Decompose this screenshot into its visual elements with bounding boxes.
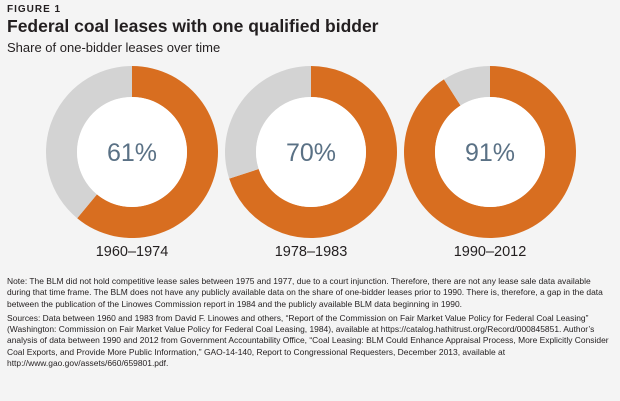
period-label: 1960–1974 <box>95 244 169 260</box>
center-percent-label: 70% <box>286 139 336 167</box>
slice-one-bidder <box>77 66 219 238</box>
donut-charts: 61% 1960–1974 70% 1978–1983 91% 1990–201… <box>0 60 620 270</box>
note-text: Note: The BLM did not hold competitive l… <box>7 276 603 309</box>
period-label: 1990–2012 <box>453 244 527 260</box>
slice-one-bidder <box>229 66 397 238</box>
figure-label: FIGURE 1 <box>7 4 62 15</box>
center-percent-label: 61% <box>107 139 157 167</box>
period-label: 1978–1983 <box>274 244 348 260</box>
donut-chart-1978-1983: 70% 1978–1983 <box>211 60 411 270</box>
chart-subtitle: Share of one-bidder leases over time <box>7 40 221 55</box>
sources-text: Sources: Data between 1960 and 1983 from… <box>7 312 609 369</box>
donut-chart-1990-2012: 91% 1990–2012 <box>390 60 590 270</box>
donut-hole <box>435 97 545 207</box>
slice-one-bidder <box>404 66 576 238</box>
donut-hole <box>256 97 366 207</box>
donut-chart-1960-1974: 61% 1960–1974 <box>32 60 232 270</box>
center-percent-label: 91% <box>465 139 515 167</box>
slice-other <box>443 66 490 106</box>
slice-other <box>225 66 311 179</box>
donut-hole <box>77 97 187 207</box>
chart-notes: Note: The BLM did not hold competitive l… <box>7 276 613 372</box>
donut-svg: 91% <box>404 66 576 238</box>
slice-other <box>46 66 132 219</box>
donut-svg: 61% <box>46 66 219 238</box>
chart-title: Federal coal leases with one qualified b… <box>7 16 379 36</box>
donut-svg: 70% <box>225 66 397 238</box>
